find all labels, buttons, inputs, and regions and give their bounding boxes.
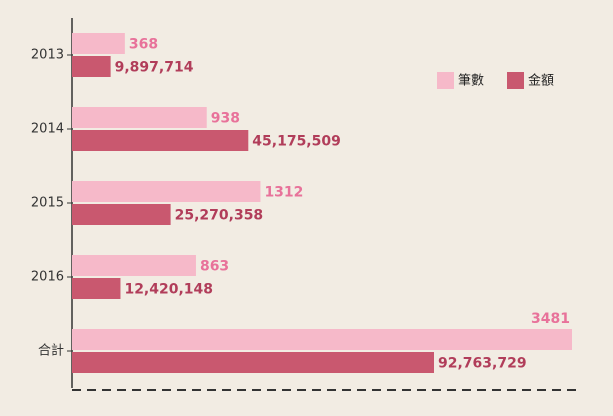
bar [72,278,121,299]
bar [72,255,196,276]
y-tick-label: 2016 [31,270,64,285]
bar [72,107,207,128]
value-label: 3481 [531,311,570,327]
y-tick-label: 合計 [38,343,64,359]
value-label: 1312 [264,185,303,201]
legend-label: 金額 [528,73,554,89]
value-label: 12,420,148 [124,282,213,298]
bar [72,56,111,77]
bar [72,33,125,54]
legend-swatch [437,72,454,89]
y-tick-label: 2014 [31,122,64,137]
value-label: 92,763,729 [438,356,527,372]
bar [72,352,434,373]
y-tick-label: 2013 [31,48,64,63]
bar [72,130,249,151]
value-label: 368 [129,37,158,53]
bar [72,329,572,350]
bar [72,204,171,225]
legend-swatch [507,72,524,89]
value-label: 938 [211,111,240,127]
value-label: 25,270,358 [175,208,264,224]
legend-label: 筆數 [458,74,484,89]
bar [72,181,261,202]
y-tick-label: 2015 [31,196,64,211]
value-label: 45,175,509 [252,134,341,150]
value-label: 863 [200,259,229,275]
value-label: 9,897,714 [115,60,194,76]
